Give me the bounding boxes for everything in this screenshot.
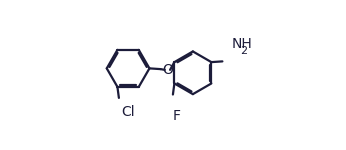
Text: O: O <box>162 63 173 77</box>
Text: Cl: Cl <box>121 105 135 119</box>
Text: 2: 2 <box>240 46 247 56</box>
Text: F: F <box>173 109 181 123</box>
Text: NH: NH <box>231 37 252 51</box>
